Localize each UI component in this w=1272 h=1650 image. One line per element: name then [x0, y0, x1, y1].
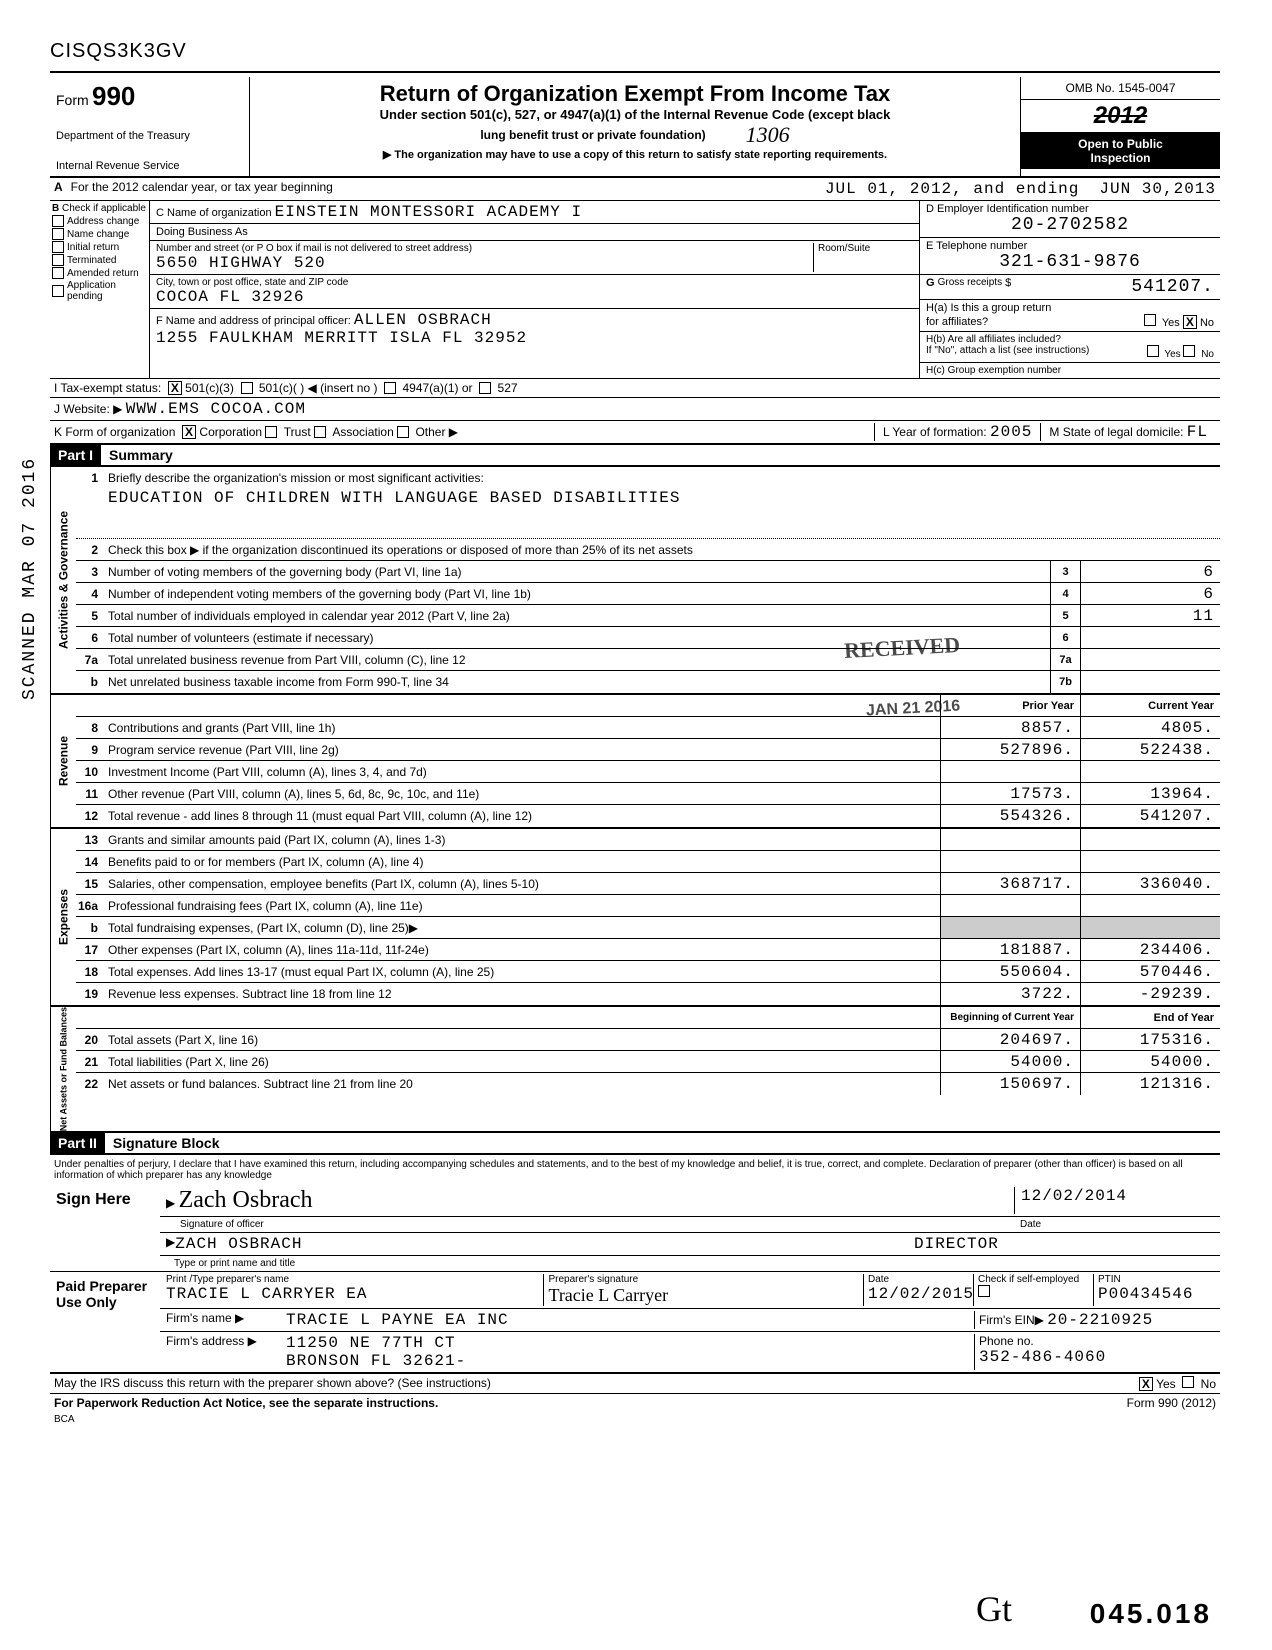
gross-receipts: 541207.	[1131, 277, 1214, 297]
street: 5650 HIGHWAY 520	[156, 254, 813, 272]
open-public: Open to Public Inspection	[1021, 133, 1220, 169]
indep-members: 6	[1080, 583, 1220, 604]
revenue-label: Revenue	[50, 695, 76, 827]
chk-amended[interactable]: Amended return	[52, 267, 147, 279]
firm-addr1: 11250 NE 77TH CT	[286, 1334, 974, 1352]
chk-terminated[interactable]: Terminated	[52, 254, 147, 266]
netassets-label: Net Assets or Fund Balances	[50, 1007, 76, 1131]
website-url: WWW.EMS COCOA.COM	[126, 400, 306, 418]
k-row: K Form of organization X Corporation Tru…	[50, 421, 1220, 445]
website-row: J Website: ▶ WWW.EMS COCOA.COM	[50, 398, 1220, 421]
city: COCOA FL 32926	[156, 288, 913, 306]
year-formation: 2005	[990, 423, 1032, 441]
chk-name[interactable]: Name change	[52, 228, 147, 240]
sign-here-block: Sign Here ▶ Zach Osbrach 12/02/2014 Sign…	[50, 1185, 1220, 1272]
expenses-section: Expenses 13Grants and similar amounts pa…	[50, 829, 1220, 1007]
mission: EDUCATION OF CHILDREN WITH LANGUAGE BASE…	[104, 489, 1220, 507]
chk-discuss-yes[interactable]: X	[1139, 1377, 1153, 1391]
row-a: A For the 2012 calendar year, or tax yea…	[50, 178, 1220, 201]
preparer-signature: Tracie L Carryer	[548, 1285, 863, 1306]
employees: 11	[1080, 605, 1220, 626]
footer-number-stamp: 045.018	[1090, 1598, 1212, 1630]
form-ref: Form 990 (2012)	[1127, 1396, 1216, 1410]
signer-name: ZACH OSBRACH	[175, 1235, 914, 1253]
firm-name: TRACIE L PAYNE EA INC	[286, 1311, 974, 1329]
officer-addr: 1255 FAULKHAM MERRITT ISLA FL 32952	[156, 329, 527, 347]
org-name: EINSTEIN MONTESSORI ACADEMY I	[275, 203, 582, 221]
revenue-section: Revenue Prior YearCurrent Year 8Contribu…	[50, 695, 1220, 829]
chk-corp[interactable]: X	[182, 425, 196, 439]
governance-label: Activities & Governance	[50, 467, 76, 693]
ein: 20-2702582	[926, 215, 1214, 235]
form-header: Form 990 Department of the Treasury Inte…	[50, 77, 1220, 178]
chk-group-no[interactable]: X	[1183, 315, 1197, 329]
governance-section: Activities & Governance 1Briefly describ…	[50, 467, 1220, 695]
form-page: CISQS3K3GV Form 990 Department of the Tr…	[50, 40, 1220, 1427]
preparer-block: Paid Preparer Use Only Print /Type prepa…	[50, 1272, 1220, 1374]
firm-ein: 20-2210925	[1047, 1311, 1153, 1329]
paperwork-notice: For Paperwork Reduction Act Notice, see …	[54, 1396, 438, 1410]
chk-pending[interactable]: Application pending	[52, 280, 147, 302]
firm-addr2: BRONSON FL 32621-	[286, 1352, 974, 1370]
irs-label: Internal Revenue Service	[56, 160, 243, 172]
chk-initial[interactable]: Initial return	[52, 241, 147, 253]
netassets-section: Net Assets or Fund Balances Beginning of…	[50, 1007, 1220, 1133]
omb-number: OMB No. 1545-0047	[1021, 77, 1220, 100]
section-b: B Check if applicable Address change Nam…	[50, 201, 1220, 379]
officer-signature: Zach Osbrach	[179, 1187, 313, 1213]
preparer-name: TRACIE L CARRYER EA	[166, 1285, 543, 1303]
state-domicile: FL	[1187, 423, 1208, 441]
dept-treasury: Department of the Treasury	[56, 130, 243, 142]
subtitle-2: lung benefit trust or private foundation…	[480, 128, 705, 142]
doc-code: CISQS3K3GV	[50, 40, 1220, 63]
hand-number: 1306	[746, 122, 790, 148]
firm-phone: 352-486-4060	[979, 1348, 1214, 1366]
initials: Gt	[976, 1588, 1012, 1630]
bca: BCA	[50, 1412, 1220, 1427]
year-begin: JUL 01, 2012, and ending	[825, 180, 1079, 198]
expenses-label: Expenses	[50, 829, 76, 1005]
chk-501c3[interactable]: X	[168, 381, 182, 395]
signer-title: DIRECTOR	[914, 1235, 1214, 1253]
part-1-label: Part I	[50, 445, 101, 465]
tax-exempt-status: I Tax-exempt status: X 501(c)(3) 501(c)(…	[50, 379, 1220, 398]
officer-name: ALLEN OSBRACH	[354, 311, 492, 329]
tax-year: 2012	[1021, 100, 1220, 133]
scanned-stamp: SCANNED MAR 07 2016	[20, 457, 40, 700]
header-note: ▶ The organization may have to use a cop…	[258, 148, 1012, 161]
part-1-title: Summary	[101, 445, 181, 465]
discuss-row: May the IRS discuss this return with the…	[50, 1374, 1220, 1394]
ptin: P00434546	[1098, 1285, 1214, 1303]
part-2-title: Signature Block	[105, 1133, 228, 1153]
subtitle-1: Under section 501(c), 527, or 4947(a)(1)…	[258, 107, 1012, 122]
form-number: 990	[92, 81, 135, 111]
voting-members: 6	[1080, 561, 1220, 582]
sign-date: 12/02/2014	[1014, 1187, 1214, 1214]
phone: 321-631-9876	[926, 252, 1214, 272]
preparer-date: 12/02/2015	[868, 1285, 973, 1303]
chk-address[interactable]: Address change	[52, 215, 147, 227]
year-end: JUN 30,2013	[1099, 180, 1216, 198]
form-title: Return of Organization Exempt From Incom…	[258, 81, 1012, 107]
part-2-label: Part II	[50, 1133, 105, 1153]
declaration-text: Under penalties of perjury, I declare th…	[50, 1155, 1220, 1185]
form-word: Form	[56, 92, 89, 108]
